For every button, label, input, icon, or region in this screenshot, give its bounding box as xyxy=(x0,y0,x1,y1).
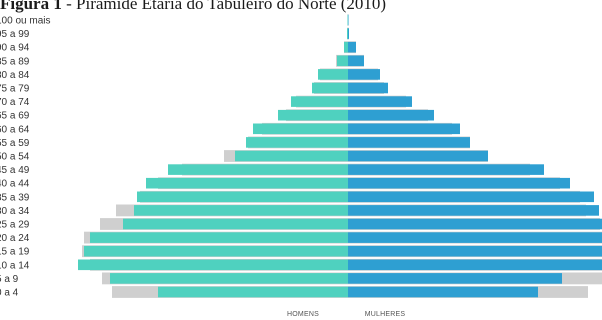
age-group-label: 10 a 14 xyxy=(0,260,30,271)
bar-women xyxy=(348,286,538,298)
bar-women xyxy=(348,55,364,67)
age-group-label: 5 a 9 xyxy=(0,274,19,285)
age-group-label: 35 a 39 xyxy=(0,192,30,203)
bar-men xyxy=(168,164,348,175)
age-group-label: 60 a 64 xyxy=(0,124,30,135)
bar-men xyxy=(253,123,348,135)
bar-men xyxy=(347,14,348,26)
bar-women xyxy=(348,177,570,189)
bar-men xyxy=(318,69,348,80)
bar-men xyxy=(84,245,348,257)
age-group-label: 55 a 59 xyxy=(0,138,30,149)
bar-women xyxy=(348,259,602,271)
age-group-label: 75 a 79 xyxy=(0,84,30,95)
age-group-label: 95 a 99 xyxy=(0,29,30,40)
bar-women xyxy=(348,191,594,203)
bar-women xyxy=(348,150,488,162)
bar-women xyxy=(348,232,602,243)
bar-men xyxy=(158,286,348,298)
figure-label: Figura 1 xyxy=(0,0,62,13)
age-group-label: 15 a 19 xyxy=(0,247,30,258)
bar-men xyxy=(246,137,348,148)
age-group-label: 70 a 74 xyxy=(0,97,30,108)
age-group-label: 65 a 69 xyxy=(0,111,30,122)
bar-men xyxy=(137,191,348,203)
bar-men xyxy=(235,150,348,162)
bar-men xyxy=(146,177,348,189)
bar-men xyxy=(278,109,348,121)
bar-women xyxy=(348,109,434,121)
bar-women xyxy=(348,123,460,135)
bar-women xyxy=(348,164,544,175)
bar-women xyxy=(348,69,380,80)
age-group-label: 0 a 4 xyxy=(0,288,19,299)
bar-men xyxy=(123,218,348,230)
bar-women xyxy=(348,245,602,257)
age-group-label: 45 a 49 xyxy=(0,165,30,176)
age-group-label: 50 a 54 xyxy=(0,152,30,163)
age-group-label: 30 a 34 xyxy=(0,206,30,217)
age-labels: 100 ou mais 95 a 99 90 a 94 85 a 89 80 a 84 7… xyxy=(0,16,50,299)
bar-men xyxy=(110,273,348,284)
bar-men xyxy=(347,28,348,39)
bar-women xyxy=(348,41,356,53)
age-group-label: 20 a 24 xyxy=(0,233,30,244)
bar-women xyxy=(348,205,599,216)
age-group-label: 40 a 44 xyxy=(0,179,30,190)
bar-women xyxy=(348,82,388,94)
bar-men xyxy=(134,205,348,216)
legend-men: HOMENS xyxy=(287,311,319,318)
bar-men xyxy=(291,96,348,107)
bar-women xyxy=(348,96,412,107)
age-group-label: 90 a 94 xyxy=(0,43,30,54)
population-bars xyxy=(78,14,602,298)
bar-women xyxy=(348,28,349,39)
bar-women xyxy=(348,218,602,230)
bar-women xyxy=(348,273,562,284)
bar-men xyxy=(78,259,348,271)
age-group-label: 25 a 29 xyxy=(0,220,30,231)
bar-men xyxy=(90,232,348,243)
bar-women xyxy=(348,137,470,148)
bar-women xyxy=(348,14,349,26)
bar-men xyxy=(344,41,348,53)
bar-men xyxy=(312,82,348,94)
age-group-label: 100 ou mais xyxy=(0,16,50,27)
figure-title: Figura 1 - Pirâmide Etária do Tabuleiro … xyxy=(0,0,386,14)
figure-caption: - Pirâmide Etária do Tabuleiro do Norte … xyxy=(61,0,387,13)
age-group-label: 85 a 89 xyxy=(0,56,30,67)
bar-men xyxy=(337,55,348,67)
age-group-label: 80 a 84 xyxy=(0,70,30,81)
legend-women: MULHERES xyxy=(365,311,406,318)
